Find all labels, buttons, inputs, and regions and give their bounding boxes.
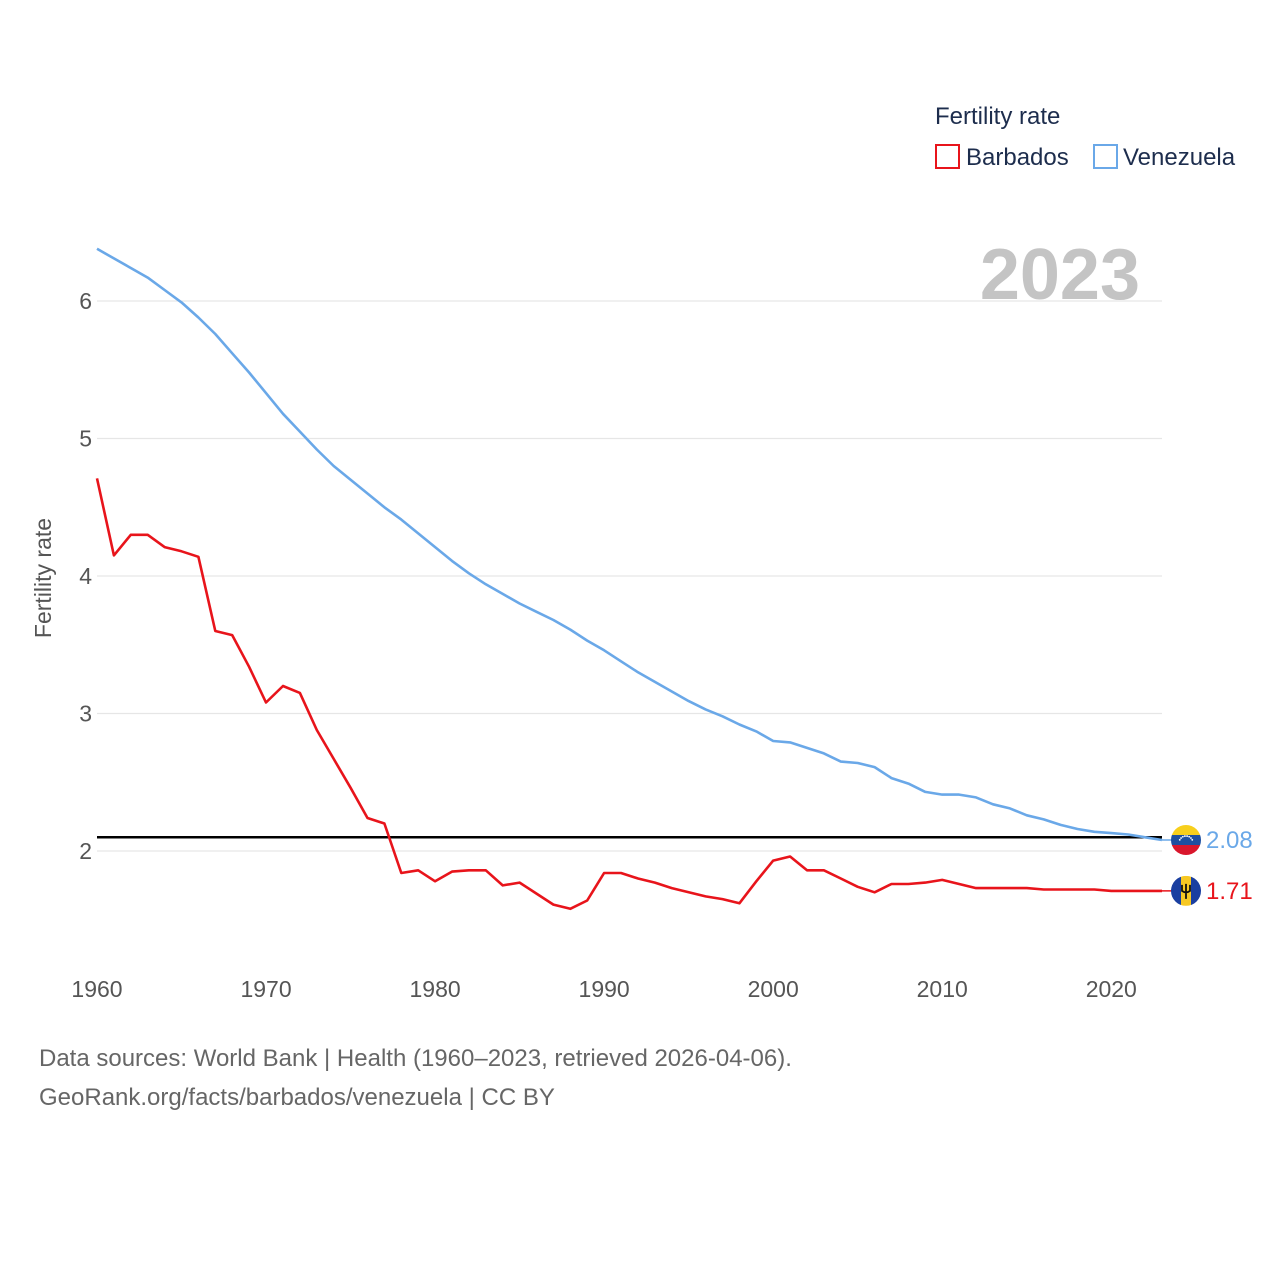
x-axis-ticks: 1960 1970 1980 1990 2000 2010 2020 — [71, 976, 1136, 1002]
venezuela-flag-icon — [1171, 825, 1201, 855]
legend-swatch-barbados — [935, 144, 960, 169]
legend-item-venezuela[interactable]: Venezuela — [1093, 144, 1236, 171]
x-tick-label-1970: 1970 — [240, 976, 291, 1002]
x-tick-label-1960: 1960 — [71, 976, 122, 1002]
y-tick-label-2: 2 — [79, 838, 92, 864]
end-value-label-barbados: 1.71 — [1206, 878, 1253, 905]
y-tick-label-5: 5 — [79, 426, 92, 452]
series-end-labels: 1.71 2.08 — [1162, 825, 1253, 906]
legend: Fertility rate Barbados Venezuela — [935, 103, 1236, 171]
legend-title: Fertility rate — [935, 103, 1060, 130]
x-tick-label-2010: 2010 — [917, 976, 968, 1002]
x-tick-label-1980: 1980 — [410, 976, 461, 1002]
legend-label-barbados: Barbados — [966, 144, 1069, 171]
y-axis-ticks: 2 3 4 5 6 — [79, 288, 92, 864]
x-tick-label-2000: 2000 — [748, 976, 799, 1002]
x-tick-label-2020: 2020 — [1086, 976, 1137, 1002]
source-url-license: GeoRank.org/facts/barbados/venezuela | C… — [39, 1084, 555, 1111]
legend-swatch-venezuela — [1093, 144, 1118, 169]
x-tick-label-1990: 1990 — [579, 976, 630, 1002]
data-source-note: Data sources: World Bank | Health (1960–… — [39, 1045, 792, 1072]
series-line-barbados — [95, 478, 1162, 911]
end-value-label-venezuela: 2.08 — [1206, 827, 1253, 854]
year-label: 2023 — [980, 235, 1140, 315]
legend-item-barbados[interactable]: Barbados — [935, 144, 1069, 171]
y-tick-label-4: 4 — [79, 563, 92, 589]
series-lines — [95, 247, 1163, 911]
barbados-flag-icon — [1171, 875, 1201, 906]
y-tick-label-6: 6 — [79, 288, 92, 314]
gridlines — [97, 300, 1162, 852]
series-line-venezuela — [96, 247, 1163, 842]
y-axis-title: Fertility rate — [30, 518, 56, 638]
legend-label-venezuela: Venezuela — [1123, 144, 1236, 171]
y-tick-label-3: 3 — [79, 701, 92, 727]
